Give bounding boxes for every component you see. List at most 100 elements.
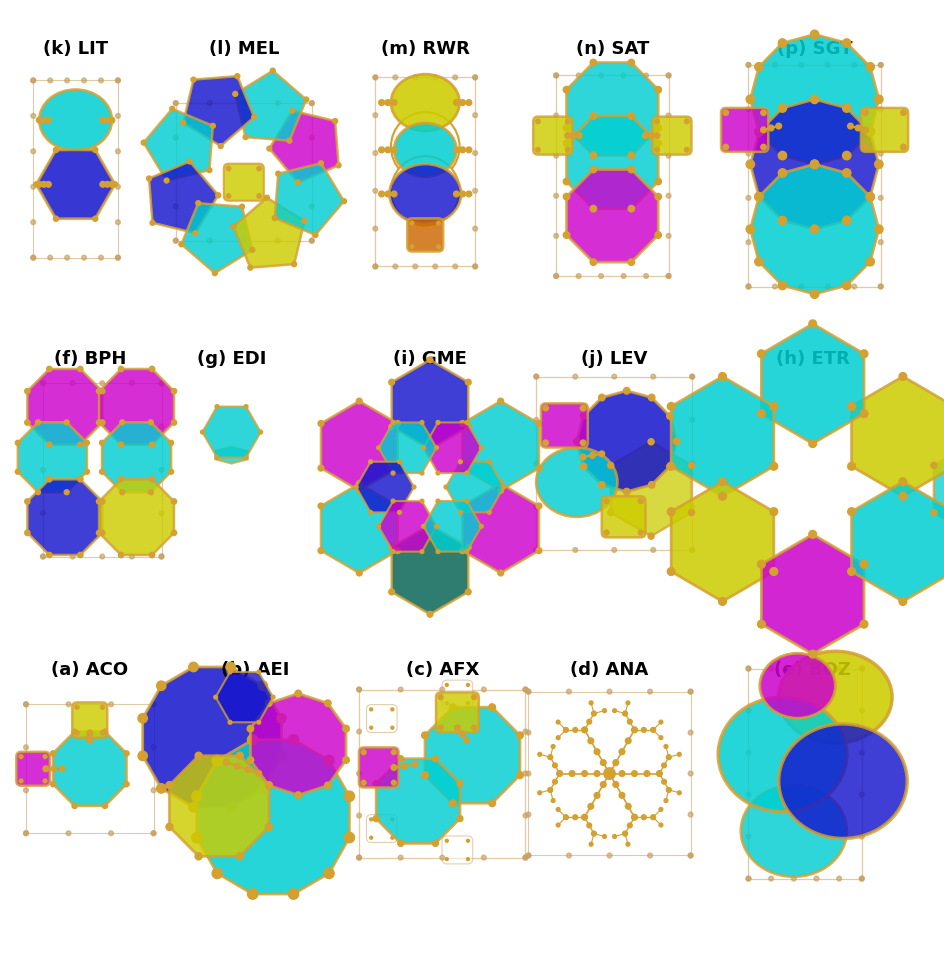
Circle shape [810, 31, 818, 38]
Circle shape [24, 788, 28, 793]
Circle shape [236, 853, 244, 860]
Circle shape [247, 726, 253, 732]
Circle shape [568, 771, 574, 776]
Circle shape [580, 440, 585, 446]
Polygon shape [379, 422, 436, 473]
Circle shape [435, 420, 439, 424]
Circle shape [589, 701, 593, 705]
Circle shape [717, 372, 726, 380]
Circle shape [391, 550, 395, 554]
Circle shape [379, 99, 384, 105]
Circle shape [648, 394, 654, 401]
Circle shape [224, 759, 229, 765]
Circle shape [930, 462, 936, 469]
Circle shape [98, 78, 103, 83]
Circle shape [170, 106, 175, 112]
Circle shape [166, 823, 173, 831]
Circle shape [228, 720, 231, 724]
Circle shape [41, 381, 45, 386]
Circle shape [453, 99, 459, 105]
Circle shape [746, 285, 750, 289]
Circle shape [31, 255, 36, 260]
Circle shape [808, 439, 816, 448]
Polygon shape [750, 164, 878, 294]
Circle shape [115, 149, 120, 154]
Circle shape [173, 169, 177, 175]
Circle shape [599, 760, 605, 766]
Circle shape [754, 128, 763, 136]
Circle shape [115, 114, 120, 118]
Circle shape [859, 620, 867, 628]
Circle shape [603, 499, 608, 503]
Circle shape [48, 255, 53, 260]
Circle shape [236, 753, 244, 759]
Circle shape [858, 793, 863, 796]
Circle shape [553, 74, 558, 78]
Circle shape [591, 711, 596, 715]
Circle shape [356, 488, 362, 494]
Circle shape [120, 490, 125, 495]
Circle shape [102, 803, 108, 809]
Circle shape [96, 389, 102, 393]
Circle shape [533, 417, 538, 422]
Circle shape [898, 478, 906, 485]
Circle shape [666, 413, 672, 419]
Circle shape [193, 231, 197, 236]
Circle shape [548, 755, 551, 759]
Circle shape [324, 755, 334, 766]
Circle shape [112, 181, 117, 187]
Circle shape [369, 726, 372, 730]
Circle shape [356, 480, 362, 486]
Circle shape [391, 112, 459, 181]
Circle shape [435, 471, 439, 475]
Circle shape [105, 181, 110, 187]
Circle shape [666, 508, 674, 516]
Circle shape [432, 840, 438, 846]
Circle shape [148, 490, 153, 495]
Circle shape [173, 101, 177, 106]
Circle shape [472, 113, 477, 117]
Circle shape [391, 817, 394, 821]
Circle shape [247, 265, 252, 270]
Circle shape [395, 420, 400, 426]
Circle shape [277, 713, 286, 723]
Circle shape [226, 166, 230, 171]
Circle shape [318, 160, 323, 166]
Circle shape [689, 547, 694, 552]
Circle shape [31, 78, 36, 83]
FancyBboxPatch shape [442, 680, 472, 708]
Circle shape [369, 708, 372, 711]
Circle shape [612, 709, 615, 712]
Circle shape [93, 216, 98, 222]
Circle shape [343, 726, 349, 732]
Circle shape [874, 160, 882, 168]
Circle shape [556, 808, 560, 812]
Polygon shape [462, 401, 538, 491]
FancyBboxPatch shape [651, 117, 691, 155]
Circle shape [603, 768, 615, 779]
Circle shape [398, 688, 403, 691]
Circle shape [572, 374, 577, 379]
Circle shape [457, 780, 463, 787]
Circle shape [769, 402, 777, 411]
Circle shape [368, 511, 372, 514]
FancyBboxPatch shape [224, 163, 263, 201]
Circle shape [859, 410, 867, 417]
Circle shape [436, 222, 440, 225]
Circle shape [287, 138, 292, 143]
Circle shape [357, 688, 361, 691]
Circle shape [858, 667, 863, 670]
Circle shape [309, 203, 313, 209]
Text: (g) EDI: (g) EDI [196, 350, 266, 369]
Circle shape [373, 816, 379, 821]
Circle shape [171, 530, 177, 536]
Polygon shape [851, 376, 944, 497]
Circle shape [459, 503, 464, 509]
Polygon shape [102, 422, 171, 492]
Circle shape [207, 168, 211, 173]
Circle shape [623, 388, 630, 394]
Circle shape [100, 731, 105, 735]
Circle shape [373, 264, 378, 269]
Circle shape [164, 178, 169, 183]
Circle shape [173, 238, 177, 244]
